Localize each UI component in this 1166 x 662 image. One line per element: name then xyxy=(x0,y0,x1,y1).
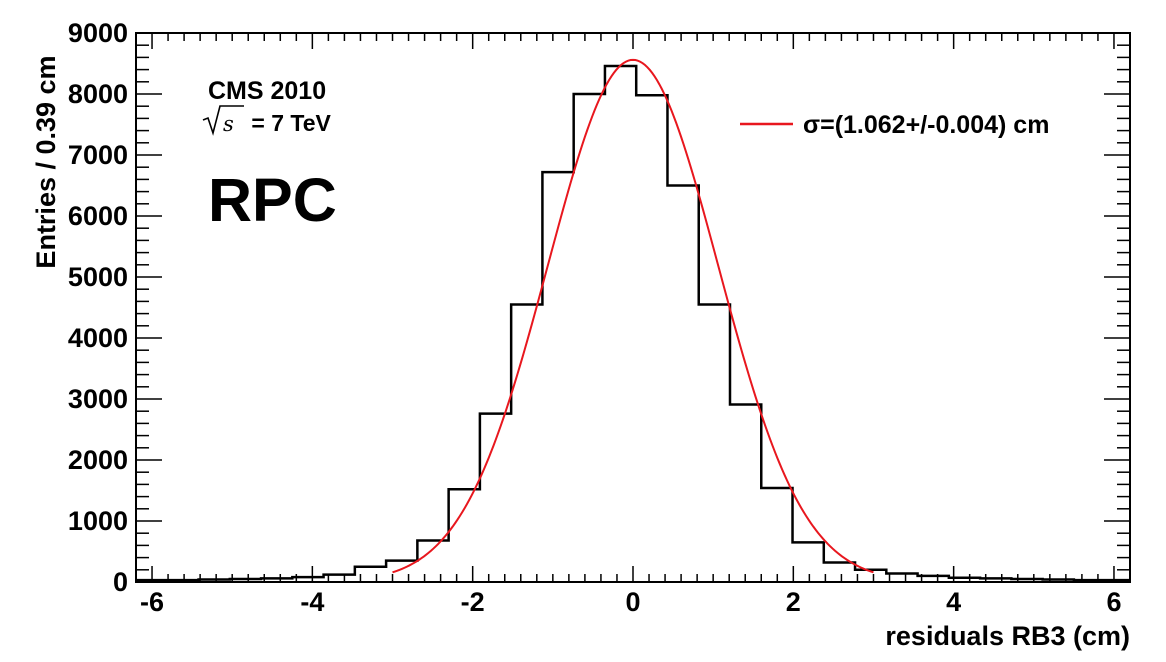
x-tick-label: -6 xyxy=(140,587,164,617)
y-tick-label: 7000 xyxy=(68,140,128,170)
y-axis-title: Entries / 0.39 cm xyxy=(31,55,61,268)
y-tick-label: 4000 xyxy=(68,323,128,353)
detector-label: RPC xyxy=(208,166,337,234)
y-axis-ticks xyxy=(136,32,1130,583)
x-tick-label: 4 xyxy=(946,587,961,617)
y-tick-label: 6000 xyxy=(68,201,128,231)
x-axis-title: residuals RB3 (cm) xyxy=(885,621,1130,651)
y-tick-label: 0 xyxy=(113,567,128,597)
y-tick-label: 1000 xyxy=(68,506,128,536)
x-tick-label: 6 xyxy=(1106,587,1121,617)
y-tick-label: 5000 xyxy=(68,262,128,292)
histogram-series xyxy=(136,64,1130,582)
svg-text:s: s xyxy=(223,112,234,136)
x-tick-label: -4 xyxy=(300,587,324,617)
y-tick-label: 9000 xyxy=(68,18,128,48)
y-axis-tick-labels: 0 1000 2000 3000 4000 5000 6000 7000 8000 9000 xyxy=(68,18,128,597)
y-tick-label: 2000 xyxy=(68,445,128,475)
y-tick-label: 3000 xyxy=(68,384,128,414)
x-tick-label: -2 xyxy=(461,587,485,617)
experiment-label: CMS 2010 xyxy=(208,77,326,105)
y-tick-label: 8000 xyxy=(68,79,128,109)
sqrt-s-symbol: s xyxy=(202,105,244,136)
gaussian-fit-curve xyxy=(392,58,874,574)
x-tick-label: 2 xyxy=(786,587,801,617)
legend-entry-fit: σ=(1.062+/-0.004) cm xyxy=(803,111,1049,139)
x-axis-ticks xyxy=(151,33,1115,582)
energy-label: = 7 TeV xyxy=(245,110,332,136)
x-axis-tick-labels: -6 -4 -2 0 2 4 6 xyxy=(140,587,1121,617)
x-tick-label: 0 xyxy=(625,587,640,617)
